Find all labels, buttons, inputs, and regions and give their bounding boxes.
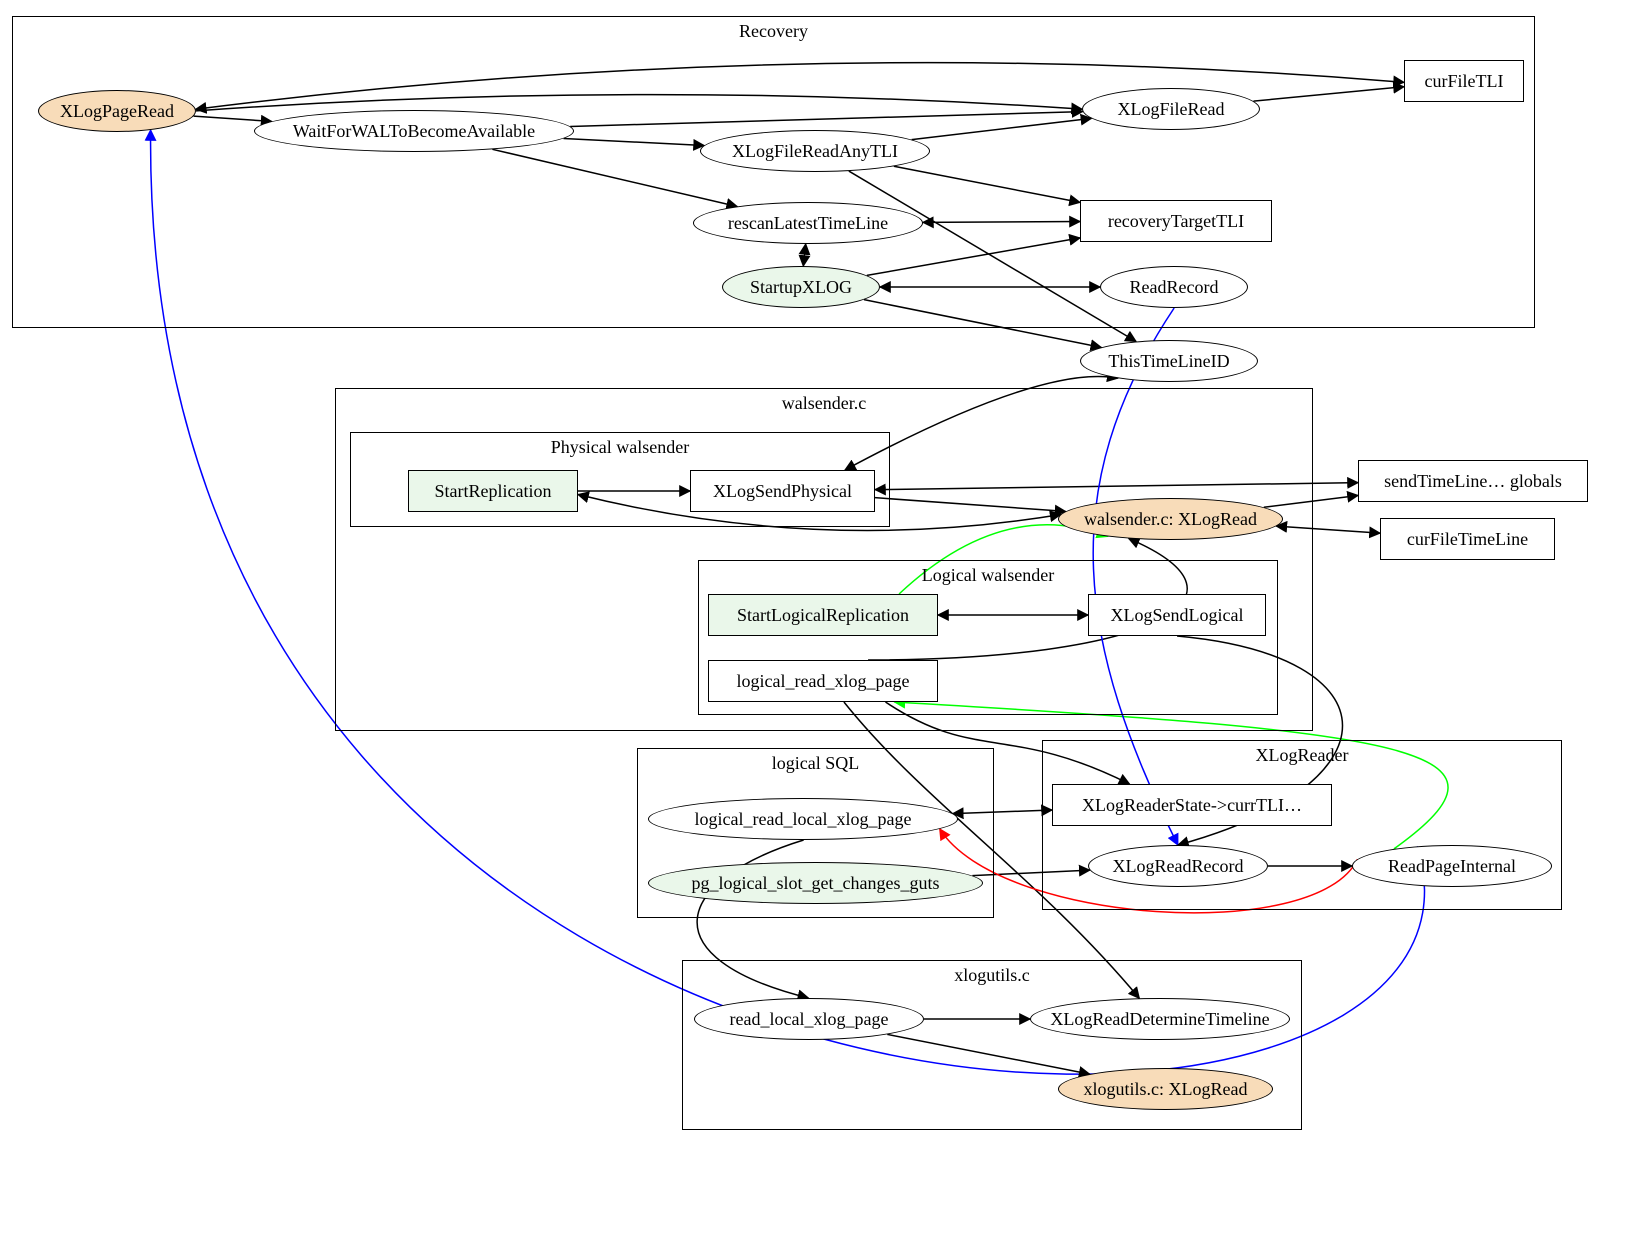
node-recoverytargettli: recoveryTargetTLI [1080, 200, 1272, 242]
node-label-rescanlatest: rescanLatestTimeLine [728, 213, 888, 234]
cluster-label-xlogreader: XLogReader [1256, 745, 1349, 766]
node-label-startlogicalrepl: StartLogicalReplication [737, 605, 909, 626]
node-readpageinternal: ReadPageInternal [1352, 845, 1552, 887]
node-label-xlogfileread: XLogFileRead [1118, 99, 1225, 120]
node-label-xlogreaderstate: XLogReaderState->currTLI… [1082, 795, 1302, 816]
cluster-label-physical: Physical walsender [551, 437, 689, 458]
node-label-xlogsendlogical: XLogSendLogical [1111, 605, 1244, 626]
node-pg_logical_slot: pg_logical_slot_get_changes_guts [648, 862, 983, 904]
node-walsender_xlogread: walsender.c: XLogRead [1058, 498, 1283, 540]
node-startupxlog: StartupXLOG [722, 266, 880, 308]
node-xlogreaddetermine: XLogReadDetermineTimeline [1030, 998, 1290, 1040]
node-label-xlogfilereadany: XLogFileReadAnyTLI [732, 141, 898, 162]
node-curfiletli: curFileTLI [1404, 60, 1524, 102]
node-xlogreaderstate: XLogReaderState->currTLI… [1052, 784, 1332, 826]
node-xlogfileread: XLogFileRead [1082, 88, 1260, 130]
node-thistimelineid: ThisTimeLineID [1080, 340, 1258, 382]
node-label-logical_read_xlog: logical_read_xlog_page [737, 671, 910, 692]
node-label-pg_logical_slot: pg_logical_slot_get_changes_guts [692, 873, 940, 894]
node-label-xlogreaddetermine: XLogReadDetermineTimeline [1050, 1009, 1269, 1030]
node-label-xlogpageread: XLogPageRead [60, 101, 174, 122]
node-label-curfiletimeline: curFileTimeLine [1407, 529, 1528, 550]
node-label-curfiletli: curFileTLI [1425, 71, 1504, 92]
node-label-readpageinternal: ReadPageInternal [1388, 856, 1516, 877]
node-xlogpageread: XLogPageRead [38, 90, 196, 132]
cluster-label-recovery: Recovery [739, 21, 808, 42]
node-label-xlogreadrecord: XLogReadRecord [1113, 856, 1244, 877]
node-xlogutils_xlogread: xlogutils.c: XLogRead [1058, 1068, 1273, 1110]
node-xlogsendlogical: XLogSendLogical [1088, 594, 1266, 636]
node-label-sendtimeline: sendTimeLine… globals [1384, 471, 1562, 492]
node-label-waitforwal: WaitForWALToBecomeAvailable [293, 121, 535, 142]
node-read_local_xlog: read_local_xlog_page [694, 998, 924, 1040]
node-rescanlatest: rescanLatestTimeLine [693, 202, 923, 244]
node-label-readrecord: ReadRecord [1130, 277, 1219, 298]
node-xlogsendphysical: XLogSendPhysical [690, 470, 875, 512]
node-label-thistimelineid: ThisTimeLineID [1108, 351, 1229, 372]
cluster-label-walsender: walsender.c [782, 393, 866, 414]
cluster-label-xlogutils: xlogutils.c [954, 965, 1030, 986]
node-curfiletimeline: curFileTimeLine [1380, 518, 1555, 560]
node-startreplication: StartReplication [408, 470, 578, 512]
cluster-label-logical_sql: logical SQL [772, 753, 860, 774]
node-label-read_local_xlog: read_local_xlog_page [730, 1009, 889, 1030]
node-label-startreplication: StartReplication [435, 481, 552, 502]
node-readrecord: ReadRecord [1100, 266, 1248, 308]
node-logical_read_xlog: logical_read_xlog_page [708, 660, 938, 702]
node-label-xlogsendphysical: XLogSendPhysical [713, 481, 852, 502]
node-waitforwal: WaitForWALToBecomeAvailable [254, 110, 574, 152]
node-label-walsender_xlogread: walsender.c: XLogRead [1084, 509, 1257, 530]
node-label-xlogutils_xlogread: xlogutils.c: XLogRead [1084, 1079, 1248, 1100]
node-xlogreadrecord: XLogReadRecord [1088, 845, 1268, 887]
node-logical_read_local: logical_read_local_xlog_page [648, 798, 958, 840]
node-startlogicalrepl: StartLogicalReplication [708, 594, 938, 636]
node-xlogfilereadany: XLogFileReadAnyTLI [700, 130, 930, 172]
cluster-label-logical_ws: Logical walsender [922, 565, 1054, 586]
node-label-recoverytargettli: recoveryTargetTLI [1108, 211, 1244, 232]
node-sendtimeline: sendTimeLine… globals [1358, 460, 1588, 502]
node-label-startupxlog: StartupXLOG [750, 277, 852, 298]
node-label-logical_read_local: logical_read_local_xlog_page [695, 809, 912, 830]
